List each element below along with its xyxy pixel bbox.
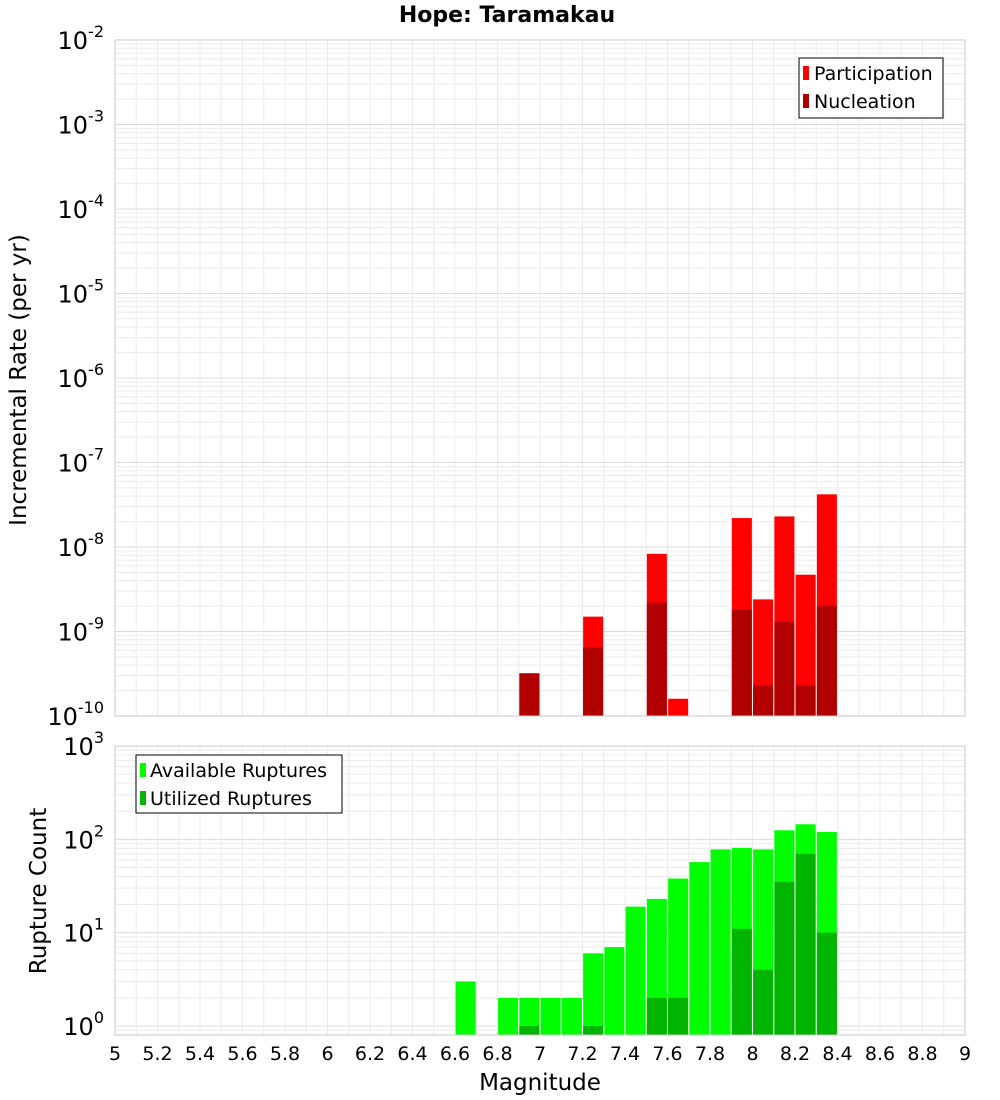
y-tick-label: 10-2	[58, 22, 105, 55]
y-tick-label: 10-8	[58, 529, 105, 562]
x-tick-label: 7.6	[652, 1043, 682, 1065]
y-tick-label: 10-9	[58, 614, 105, 647]
chart-title: Hope: Taramakau	[399, 3, 615, 28]
bar-utilized-ruptures	[795, 853, 816, 1035]
bar-participation	[668, 698, 689, 716]
bar-available-ruptures	[625, 906, 646, 1035]
bottom-legend: Available Ruptures Utilized Ruptures	[135, 754, 343, 814]
bar-utilized-ruptures	[753, 969, 774, 1035]
y-tick-label: 10-5	[58, 276, 105, 309]
bar-nucleation	[795, 685, 816, 716]
y-tick-label: 101	[63, 915, 104, 948]
x-tick-label: 8.2	[780, 1043, 810, 1065]
legend-label-utilized: Utilized Ruptures	[150, 788, 312, 810]
top-plot: 10-10 10-9 10-8 10-7 10-6 10-5 10-4 10-3 10-2 In…	[6, 22, 966, 731]
x-tick-label: 6.8	[482, 1043, 512, 1065]
bottom-legend-box	[135, 754, 343, 814]
bottom-plot: 100 101 102 103 Rupture Count Available Rup…	[26, 728, 971, 1096]
top-grid	[114, 40, 966, 717]
legend-label-available: Available Ruptures	[150, 760, 327, 782]
x-tick-label: 6.6	[440, 1043, 470, 1065]
bar-available-ruptures	[561, 997, 582, 1035]
bar-utilized-ruptures	[774, 881, 795, 1035]
x-tick-label: 8.4	[822, 1043, 852, 1065]
bar-available-ruptures	[668, 878, 689, 1035]
x-tick-label: 7.2	[567, 1043, 597, 1065]
bar-available-ruptures	[689, 862, 710, 1035]
legend-label-nucleation: Nucleation	[814, 91, 916, 113]
y-tick-label: 10-3	[58, 107, 105, 140]
bar-participation	[795, 574, 816, 716]
bar-utilized-ruptures	[583, 1025, 604, 1035]
x-tick-label: 8	[746, 1043, 758, 1065]
x-axis-label: Magnitude	[479, 1070, 601, 1096]
bottom-bars	[455, 824, 837, 1035]
bar-utilized-ruptures	[668, 997, 689, 1035]
bar-utilized-ruptures	[646, 997, 667, 1035]
top-legend: Participation Nucleation	[798, 57, 944, 119]
legend-swatch-nucleation	[803, 94, 809, 108]
legend-swatch-utilized	[140, 791, 146, 805]
top-y-axis-label: Incremental Rate (per yr)	[6, 234, 32, 526]
y-tick-label: 10-6	[58, 360, 105, 393]
x-tick-label: 5.2	[142, 1043, 172, 1065]
bar-nucleation	[731, 609, 752, 716]
x-tick-label: 5	[109, 1043, 121, 1065]
x-tick-label: 5.8	[270, 1043, 300, 1065]
x-tick-label: 9	[959, 1043, 971, 1065]
x-tick-label: 8.8	[907, 1043, 937, 1065]
bar-utilized-ruptures	[519, 1025, 540, 1035]
y-tick-label: 102	[63, 821, 104, 854]
top-plot-border	[114, 39, 966, 717]
x-tick-label: 6.2	[355, 1043, 385, 1065]
bottom-plot-border	[114, 745, 966, 1036]
bar-available-ruptures	[604, 947, 625, 1035]
bar-nucleation	[774, 621, 795, 716]
legend-swatch-available	[140, 763, 146, 777]
y-tick-label: 103	[63, 728, 104, 761]
x-tick-label: 6.4	[397, 1043, 427, 1065]
bar-available-ruptures	[710, 849, 731, 1035]
bar-available-ruptures	[498, 997, 519, 1035]
bar-available-ruptures	[455, 981, 476, 1035]
y-tick-label: 10-4	[58, 191, 105, 224]
bar-available-ruptures	[519, 997, 540, 1035]
top-bars	[519, 494, 837, 716]
legend-swatch-participation	[803, 66, 809, 80]
y-tick-label: 10-10	[47, 698, 104, 731]
x-tick-label: 7.4	[610, 1043, 640, 1065]
x-tick-label: 7.8	[695, 1043, 725, 1065]
x-tick-label: 7	[534, 1043, 546, 1065]
bar-available-ruptures	[540, 997, 561, 1035]
bar-nucleation	[816, 606, 837, 716]
top-legend-box	[798, 57, 944, 119]
bar-utilized-ruptures	[731, 928, 752, 1035]
bar-nucleation	[583, 647, 604, 716]
y-tick-label: 10-7	[58, 445, 105, 478]
top-y-tick-labels: 10-10 10-9 10-8 10-7 10-6 10-5 10-4 10-3 10-2	[47, 22, 104, 731]
x-tick-label: 5.6	[227, 1043, 257, 1065]
bottom-y-tick-labels: 100 101 102 103	[63, 728, 104, 1041]
x-tick-label: 8.6	[865, 1043, 895, 1065]
x-tick-label: 6	[321, 1043, 333, 1065]
bar-nucleation	[519, 673, 540, 716]
y-tick-label: 100	[63, 1008, 104, 1041]
bar-nucleation	[646, 602, 667, 716]
x-tick-labels: 5 5.2 5.4 5.6 5.8 6 6.2 6.4 6.6 6.8 7 7.2 7.4 7.6 7.8 8…	[109, 1043, 971, 1065]
bar-nucleation	[753, 685, 774, 716]
bar-utilized-ruptures	[816, 932, 837, 1035]
bar-available-ruptures	[583, 953, 604, 1035]
x-tick-label: 5.4	[185, 1043, 215, 1065]
bottom-y-axis-label: Rupture Count	[26, 808, 52, 974]
legend-label-participation: Participation	[814, 63, 933, 85]
